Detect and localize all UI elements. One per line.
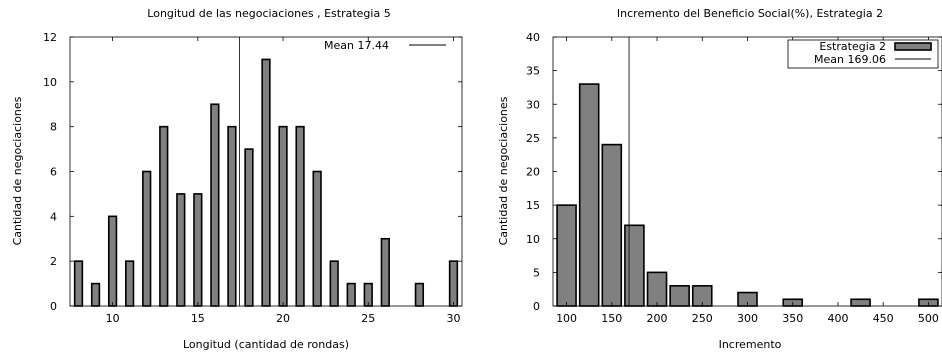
y-tick-label: 6 [50,166,57,179]
bar [646,271,668,307]
bar [601,143,623,307]
y-tick-label: 35 [526,65,540,78]
y-tick-label: 5 [533,266,540,279]
x-tick-label: 350 [782,312,803,325]
y-tick-label: 8 [50,121,57,134]
bar [624,224,645,307]
bar [669,285,690,307]
x-tick-label: 250 [692,312,713,325]
bar [346,282,356,307]
bar [73,260,84,307]
x-tick-label: 450 [873,312,894,325]
y-tick-label: 20 [526,166,540,179]
bar [142,170,152,307]
y-axis-label: Cantidad de negociaciones [11,96,24,245]
bar [278,125,288,307]
y-tick-label: 0 [533,300,540,313]
x-tick-label: 500 [918,312,939,325]
chart-title: Incremento del Beneficio Social(%), Estr… [617,7,883,20]
y-tick-label: 15 [526,199,540,212]
x-axis-label: Incremento [719,338,782,351]
bar [210,103,220,307]
bar [329,260,339,307]
x-tick-label: 150 [601,312,622,325]
x-tick-label: 200 [647,312,668,325]
y-tick-label: 0 [50,300,57,313]
chart-title: Longitud de las negociaciones , Estrateg… [147,7,390,20]
y-tick-label: 4 [50,210,57,223]
x-tick-label: 15 [191,312,205,325]
y-tick-label: 40 [526,31,540,44]
x-tick-label: 25 [361,312,375,325]
bar [159,125,169,307]
legend: Mean 17.44 [324,39,446,52]
legend-series-swatch [894,42,932,51]
y-tick-label: 12 [43,31,57,44]
x-tick-label: 100 [556,312,577,325]
bar [312,170,322,307]
x-axis-label: Longitud (cantidad de rondas) [183,338,349,351]
y-tick-label: 10 [43,76,57,89]
x-tick-label: 10 [106,312,120,325]
bar [850,298,871,307]
y-tick-label: 10 [526,233,540,246]
y-tick-label: 2 [50,255,57,268]
bar [90,282,101,307]
bar [125,260,135,307]
y-axis-label: Cantidad de negociaciones [497,96,510,245]
x-tick-label: 400 [827,312,848,325]
x-tick-label: 30 [446,312,460,325]
chart-incremento: Incremento del Beneficio Social(%), Estr… [497,7,942,351]
legend-mean-label: Mean 17.44 [324,39,389,52]
bar [556,204,577,307]
bar [227,125,237,307]
bar [295,125,305,307]
x-tick-label: 300 [737,312,758,325]
bar [244,148,254,307]
legend-mean-label: Mean 169.06 [814,53,886,66]
bar [448,260,459,307]
chart-longitud: Longitud de las negociaciones , Estrateg… [11,7,463,351]
legend-series-label: Estrategia 2 [819,40,886,53]
bar [176,193,186,307]
bar [193,193,203,307]
bar [107,215,118,307]
legend: Estrategia 2 Mean 169.06 [787,39,939,69]
y-tick-label: 25 [526,132,540,145]
bar [578,83,600,307]
bar [414,282,425,307]
x-tick-label: 20 [276,312,290,325]
bar [380,237,390,307]
y-tick-label: 30 [526,98,540,111]
bar [261,58,271,307]
